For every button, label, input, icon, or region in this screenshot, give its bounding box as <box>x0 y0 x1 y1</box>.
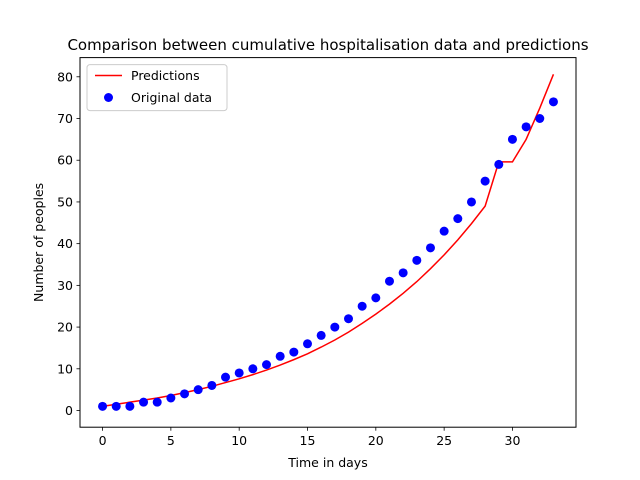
data-point-original <box>412 255 422 265</box>
y-tick-label: 40 <box>57 236 73 251</box>
y-tick-label: 50 <box>57 194 73 209</box>
data-point-original <box>466 197 476 207</box>
data-point-original <box>234 368 244 378</box>
data-point-original <box>357 301 367 311</box>
y-tick-label: 0 <box>65 403 73 418</box>
data-point-original <box>303 339 312 349</box>
x-tick-label: 30 <box>505 433 521 448</box>
x-axis-ticks: 0 5 10 15 20 25 30 <box>99 427 521 448</box>
legend-original-data-label: Original data <box>131 90 212 105</box>
data-point-original <box>535 114 545 123</box>
y-tick-label: 80 <box>57 69 73 84</box>
data-point-original <box>262 360 272 370</box>
y-tick-label: 60 <box>57 153 73 168</box>
x-tick-label: 25 <box>436 433 452 448</box>
plot-area: 0 5 10 15 20 25 30 0 10 20 30 40 50 60 70 80 <box>57 57 577 448</box>
data-point-original <box>371 293 381 303</box>
data-point-original <box>193 385 203 395</box>
data-point-original <box>439 226 449 236</box>
data-point-original <box>507 134 517 144</box>
data-point-original <box>316 330 326 340</box>
data-point-original <box>180 389 190 399</box>
data-point-original <box>166 393 176 403</box>
y-tick-label: 20 <box>57 320 73 335</box>
data-point-original <box>548 97 558 107</box>
data-point-original <box>330 322 340 332</box>
legend-original-data-swatch <box>104 93 113 102</box>
data-layer <box>98 74 558 411</box>
x-tick-label: 5 <box>167 433 175 448</box>
data-point-original <box>344 314 353 324</box>
data-point-original <box>125 401 135 411</box>
data-point-original <box>289 347 299 357</box>
data-point-original <box>453 214 463 224</box>
data-point-original <box>275 351 285 361</box>
axes-frame <box>79 57 577 428</box>
data-point-original <box>98 401 108 411</box>
legend: Predictions Original data <box>86 64 228 112</box>
data-point-original <box>221 372 231 382</box>
data-point-original <box>494 159 504 169</box>
y-tick-label: 30 <box>57 278 73 293</box>
y-tick-label: 10 <box>57 361 73 376</box>
data-point-original <box>111 401 121 411</box>
y-axis-label: Number of peoples <box>31 183 46 302</box>
legend-predictions-label: Predictions <box>131 68 200 83</box>
data-point-original <box>207 380 217 390</box>
series-predictions-line <box>102 74 555 408</box>
x-axis-label: Time in days <box>287 455 367 470</box>
data-point-original <box>425 243 435 253</box>
x-tick-label: 20 <box>368 433 384 448</box>
chart-title: Comparison between cumulative hospitalis… <box>67 36 588 54</box>
data-point-original <box>248 364 258 374</box>
x-tick-label: 10 <box>231 433 247 448</box>
data-point-original <box>152 397 162 407</box>
y-tick-label: 70 <box>57 111 73 126</box>
y-axis-ticks: 0 10 20 30 40 50 60 70 80 <box>57 69 80 418</box>
data-point-original <box>521 122 531 132</box>
data-point-original <box>480 176 490 186</box>
x-tick-label: 15 <box>300 433 316 448</box>
data-point-original <box>139 397 149 407</box>
x-tick-label: 0 <box>99 433 107 448</box>
data-point-original <box>398 268 408 278</box>
data-point-original <box>384 276 394 286</box>
